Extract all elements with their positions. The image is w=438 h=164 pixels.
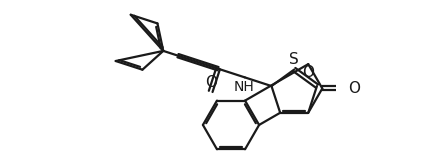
Text: O: O <box>205 75 217 90</box>
Text: O: O <box>302 65 314 80</box>
Text: O: O <box>348 81 360 96</box>
Text: S: S <box>290 52 299 67</box>
Text: NH: NH <box>233 81 254 94</box>
